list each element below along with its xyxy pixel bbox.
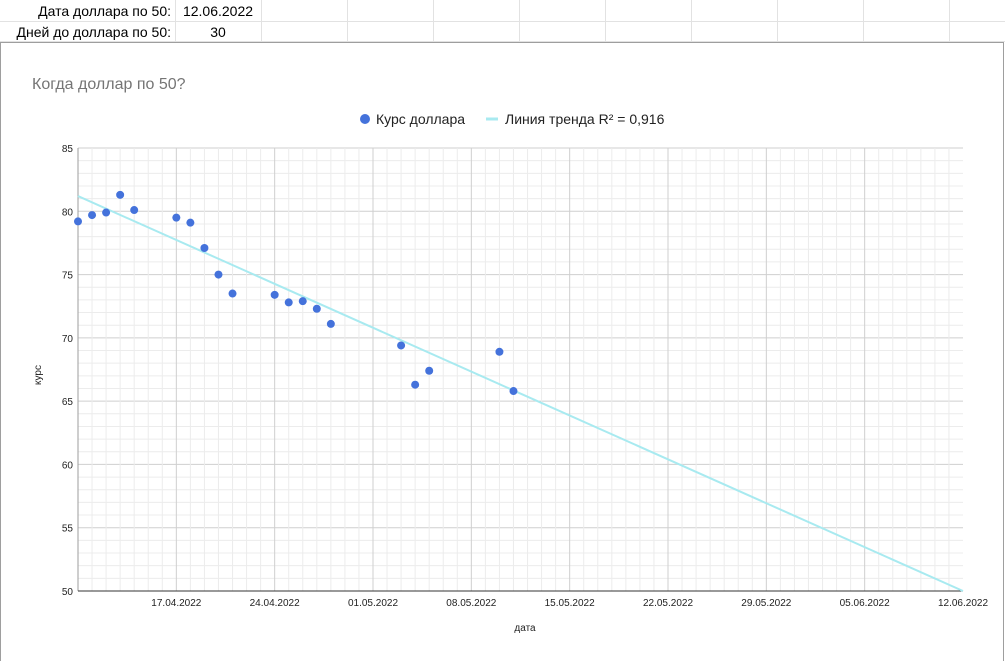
data-point[interactable] xyxy=(74,217,82,226)
column-divider xyxy=(347,0,348,42)
y-tick-label: 50 xyxy=(62,587,74,598)
x-tick-label: 05.06.2022 xyxy=(840,598,890,609)
y-axis-ticks: 85 80 75 70 65 60 55 50 xyxy=(62,144,74,598)
column-divider xyxy=(691,0,692,42)
data-point[interactable] xyxy=(326,319,335,328)
data-point[interactable] xyxy=(186,218,195,227)
column-divider xyxy=(519,0,520,42)
row-divider xyxy=(0,21,1005,22)
x-tick-label: 22.05.2022 xyxy=(643,598,693,609)
trendline-line xyxy=(77,195,964,592)
column-divider xyxy=(175,0,176,42)
legend-label-trend: Линия тренда R² = 0,916 xyxy=(505,111,665,127)
legend-label-rate: Курс доллара xyxy=(376,111,465,127)
data-point[interactable] xyxy=(397,341,406,350)
column-divider xyxy=(261,0,262,42)
legend: Курс доллара Линия тренда R² = 0,916 xyxy=(360,111,665,127)
y-tick-label: 75 xyxy=(62,271,74,282)
data-points xyxy=(74,190,518,396)
column-divider xyxy=(777,0,778,42)
data-point[interactable] xyxy=(172,213,181,222)
y-tick-label: 70 xyxy=(62,334,74,345)
y-tick-label: 80 xyxy=(62,207,74,218)
y-tick-label: 65 xyxy=(62,397,74,408)
gridlines xyxy=(77,147,963,592)
y-tick-label: 55 xyxy=(62,524,74,535)
x-axis-ticks: 17.04.2022 24.04.2022 01.05.2022 08.05.2022… xyxy=(151,598,988,609)
x-tick-label: 15.05.2022 xyxy=(545,598,595,609)
data-point[interactable] xyxy=(200,243,209,252)
x-tick-label: 17.04.2022 xyxy=(151,598,201,609)
data-point[interactable] xyxy=(130,206,139,215)
y-axis-label: курс xyxy=(33,365,44,385)
x-tick-label: 24.04.2022 xyxy=(250,598,300,609)
spreadsheet-area: Дата доллара по 50: 12.06.2022 Дней до д… xyxy=(0,0,1005,42)
date-label-cell[interactable]: Дата доллара по 50: xyxy=(38,3,171,19)
data-point[interactable] xyxy=(495,347,504,356)
data-point[interactable] xyxy=(270,290,279,299)
data-point[interactable] xyxy=(411,380,420,389)
x-tick-label: 29.05.2022 xyxy=(741,598,791,609)
column-divider xyxy=(605,0,606,42)
data-point[interactable] xyxy=(298,297,307,306)
chart-title: Когда доллар по 50? xyxy=(32,76,186,93)
date-value-cell[interactable]: 12.06.2022 xyxy=(182,3,254,19)
data-point[interactable] xyxy=(284,298,293,307)
column-divider xyxy=(949,0,950,42)
data-point[interactable] xyxy=(228,289,237,298)
data-point[interactable] xyxy=(116,190,125,199)
y-tick-label: 85 xyxy=(62,144,74,155)
column-divider xyxy=(863,0,864,42)
legend-marker-rate xyxy=(360,114,370,124)
x-tick-label: 08.05.2022 xyxy=(446,598,496,609)
days-label-cell[interactable]: Дней до доллара по 50: xyxy=(16,24,171,40)
trendline xyxy=(77,195,964,592)
x-tick-label: 12.06.2022 xyxy=(938,598,988,609)
data-point[interactable] xyxy=(102,208,111,217)
data-point[interactable] xyxy=(88,211,97,220)
x-axis-label: дата xyxy=(514,623,536,634)
days-value-cell[interactable]: 30 xyxy=(210,24,226,40)
row-divider xyxy=(0,41,1005,42)
data-point[interactable] xyxy=(312,304,321,313)
y-tick-label: 60 xyxy=(62,460,74,471)
data-point[interactable] xyxy=(214,270,223,279)
data-point[interactable] xyxy=(509,387,518,396)
data-point[interactable] xyxy=(425,366,434,375)
x-tick-label: 01.05.2022 xyxy=(348,598,398,609)
column-divider xyxy=(433,0,434,42)
